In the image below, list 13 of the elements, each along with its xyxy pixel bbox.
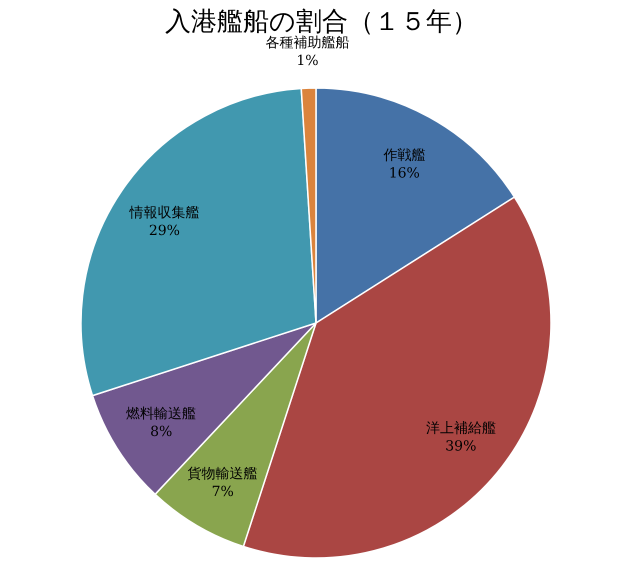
data-label: 16% [388,165,420,182]
data-label: 7% [212,484,234,500]
slice-label: 燃料輸送艦 [126,406,196,422]
data-label: 8% [150,424,172,440]
slice-label: 情報収集艦 [128,204,200,221]
slice-label: 洋上補給艦 [426,420,496,436]
data-label: 29% [148,222,180,239]
slice-label: 作戦艦 [382,147,426,164]
data-label: 39% [445,438,476,454]
chart-title: 入港艦船の割合（１５年） [165,7,478,37]
slice-label: 各種補助艦船 [265,35,350,52]
data-label: 1% [296,53,319,70]
slice-label: 貨物輸送艦 [188,466,258,482]
